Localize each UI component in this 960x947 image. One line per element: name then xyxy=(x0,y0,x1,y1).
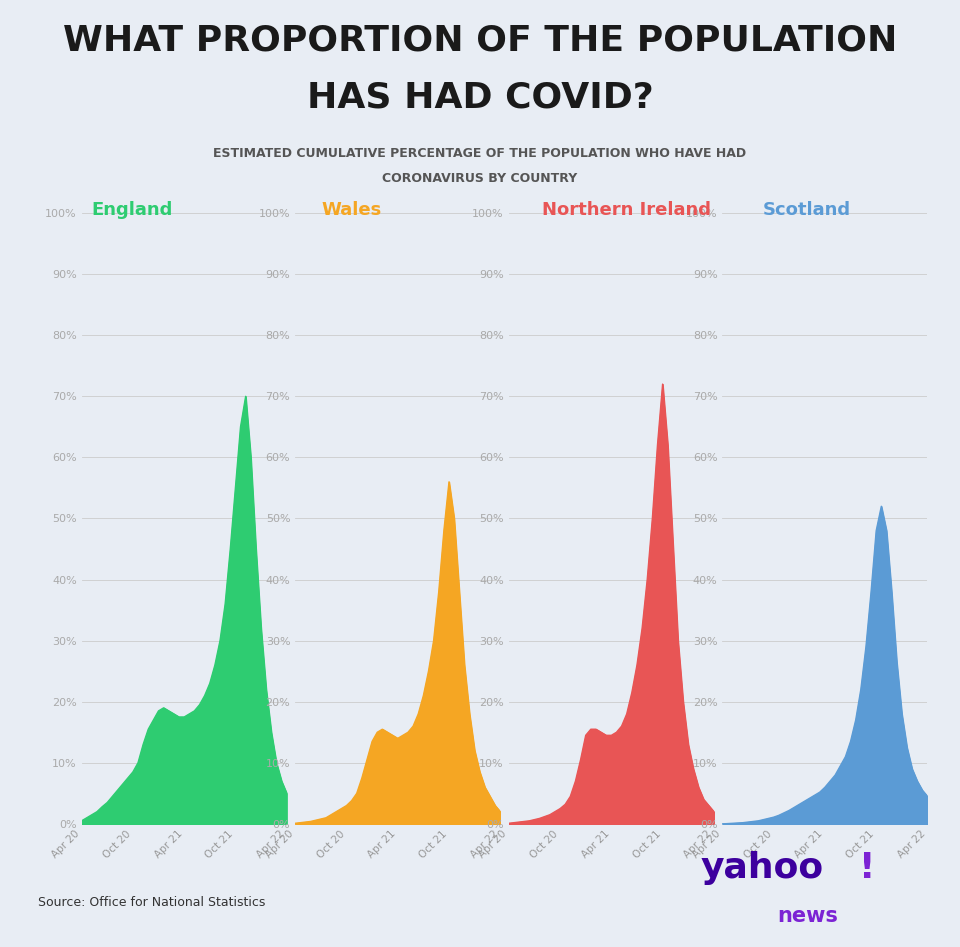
Text: ESTIMATED CUMULATIVE PERCENTAGE OF THE POPULATION WHO HAVE HAD: ESTIMATED CUMULATIVE PERCENTAGE OF THE P… xyxy=(213,147,747,160)
Text: news: news xyxy=(778,906,838,926)
Text: Wales: Wales xyxy=(322,201,382,219)
Text: yahoo: yahoo xyxy=(701,851,824,885)
Text: Scotland: Scotland xyxy=(763,201,852,219)
Text: England: England xyxy=(91,201,173,219)
Text: CORONAVIRUS BY COUNTRY: CORONAVIRUS BY COUNTRY xyxy=(382,172,578,186)
Text: WHAT PROPORTION OF THE POPULATION: WHAT PROPORTION OF THE POPULATION xyxy=(62,24,898,58)
Text: !: ! xyxy=(859,851,876,885)
Text: Source: Office for National Statistics: Source: Office for National Statistics xyxy=(38,896,266,909)
Text: Northern Ireland: Northern Ireland xyxy=(542,201,711,219)
Text: HAS HAD COVID?: HAS HAD COVID? xyxy=(306,80,654,115)
